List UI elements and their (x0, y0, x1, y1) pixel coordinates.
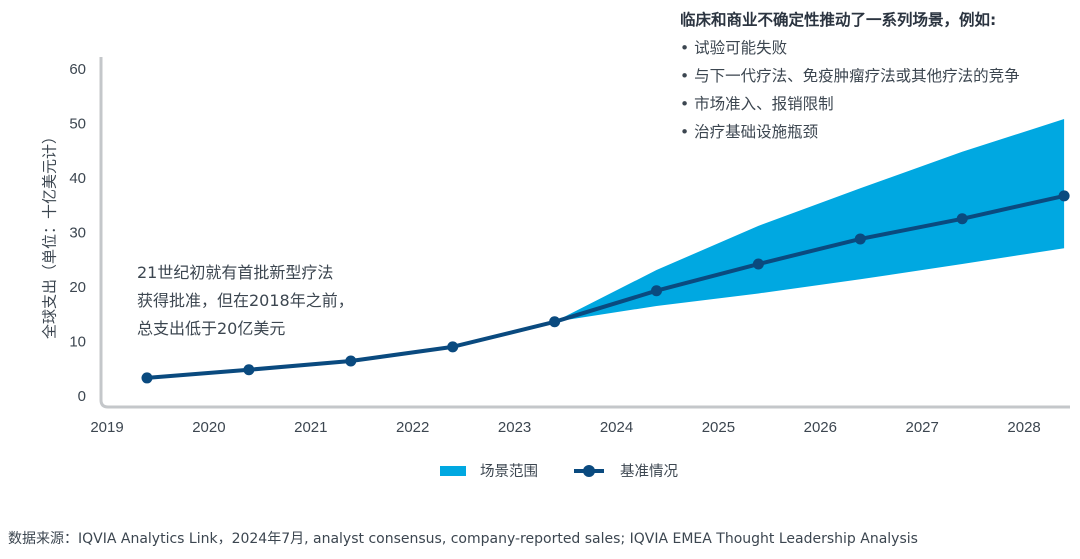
y-tick-label: 20 (69, 279, 86, 296)
y-tick-label: 30 (69, 224, 86, 241)
baseline-point-2026 (854, 233, 866, 245)
baseline-line-layer (141, 190, 1070, 384)
scenario-range-band (554, 119, 1065, 322)
baseline-point-2024 (651, 285, 662, 297)
scenario-band-layer (554, 119, 1065, 322)
x-tick-label: 2026 (804, 419, 837, 436)
x-tick-label: 2019 (90, 419, 123, 436)
callout-title: 临床和商业不确定性推动了一系列场景，例如: (680, 11, 997, 29)
source-note: 数据来源：IQVIA Analytics Link，2024年7月, analy… (8, 531, 918, 547)
x-tick-label: 2028 (1007, 419, 1040, 436)
x-axis-ticks: 2019 2020 2021 2022 2023 2024 2025 2026 2027 2028 (90, 419, 1040, 436)
callout-item: 与下一代疗法、免疫肿瘤疗法或其他疗法的竞争 (680, 62, 1020, 90)
x-tick-label: 2020 (192, 419, 225, 436)
baseline-point-2020 (243, 364, 255, 376)
x-tick-label: 2027 (906, 419, 939, 436)
y-tick-label: 0 (78, 388, 86, 405)
note-line: 21世纪初就有首批新型疗法 (137, 263, 334, 282)
note-line: 获得批准，但在2018年之前， (137, 291, 354, 310)
legend-line-swatch (574, 464, 604, 477)
x-tick-label: 2025 (702, 419, 735, 436)
callout-item: 治疗基础设施瓶颈 (680, 118, 1020, 146)
legend-line-label: 基准情况 (620, 464, 678, 480)
x-tick-label: 2021 (294, 419, 327, 436)
x-tick-label: 2024 (600, 419, 633, 436)
y-tick-label: 40 (69, 170, 86, 187)
baseline-point-2028 (1058, 190, 1070, 202)
baseline-line (146, 193, 1065, 380)
y-tick-label: 60 (69, 61, 86, 78)
legend-band-swatch (440, 465, 466, 476)
legend: 场景范围 基准情况 (440, 460, 678, 481)
axis-frame (99, 57, 1070, 409)
callout-box: 临床和商业不确定性推动了一系列场景，例如: 试验可能失败 与下一代疗法、免疫肿瘤… (680, 6, 1020, 146)
y-tick-label: 10 (69, 333, 86, 350)
baseline-point-2022 (447, 341, 459, 353)
baseline-point-2027 (956, 213, 968, 225)
baseline-point-2023 (549, 316, 561, 328)
note-line: 总支出低于20亿美元 (137, 319, 286, 338)
x-tick-label: 2023 (498, 419, 531, 436)
legend-band-label: 场景范围 (480, 464, 538, 480)
baseline-point-2019 (141, 372, 153, 384)
baseline-point-2025 (752, 258, 764, 270)
y-axis-label: 全球支出（单位：十亿美元计） (41, 129, 59, 339)
y-axis-ticks: 0 10 20 30 40 50 60 (69, 61, 86, 405)
baseline-point-2021 (345, 355, 357, 367)
x-tick-label: 2022 (396, 419, 429, 436)
y-tick-label: 50 (69, 115, 86, 132)
callout-item: 市场准入、报销限制 (680, 90, 1020, 118)
history-note: 21世纪初就有首批新型疗法 获得批准，但在2018年之前， 总支出低于20亿美元 (137, 259, 354, 343)
callout-item: 试验可能失败 (680, 34, 1020, 62)
